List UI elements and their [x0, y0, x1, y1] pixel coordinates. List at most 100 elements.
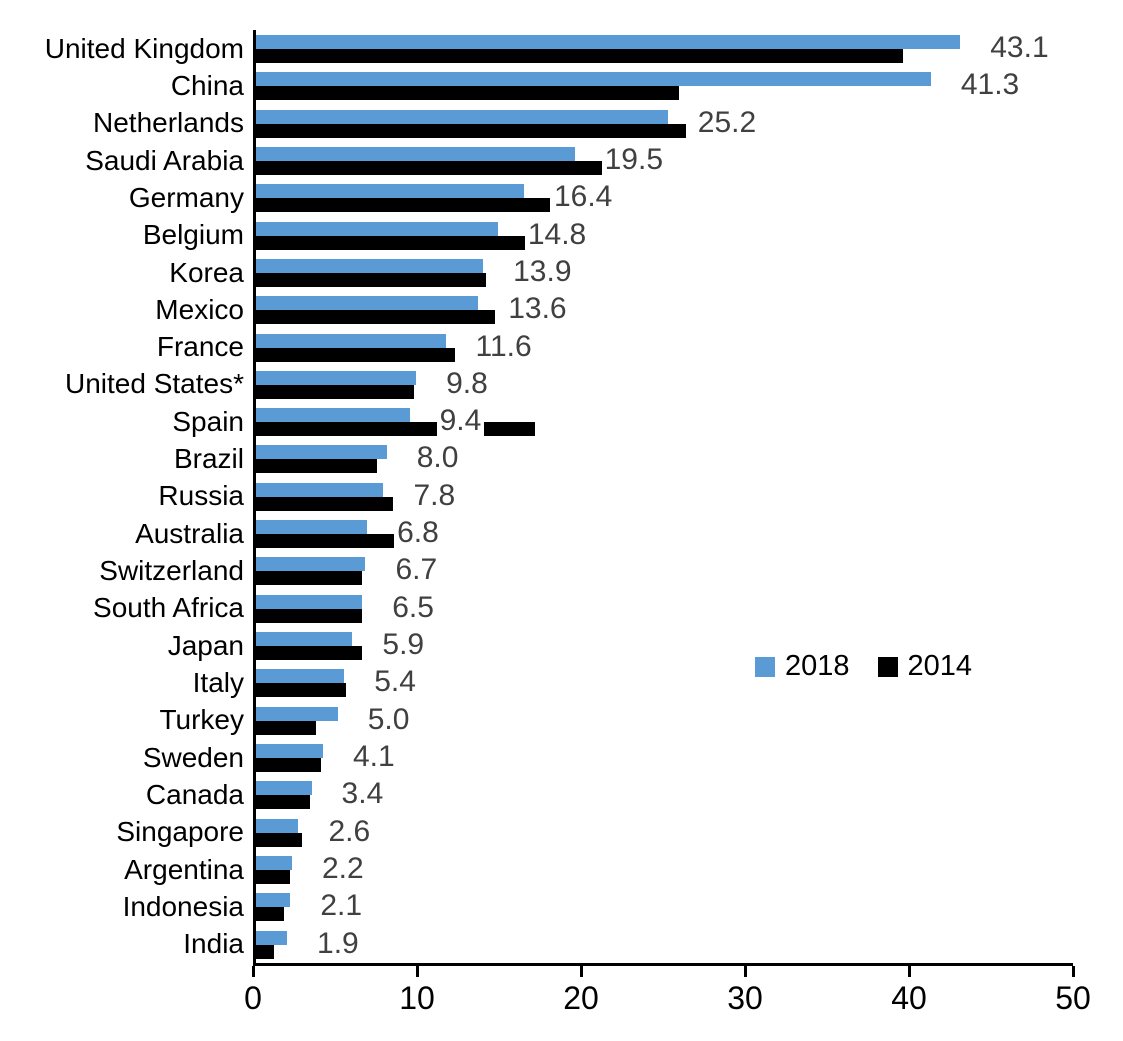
bar-2018: [256, 109, 668, 124]
category-label: Italy: [192, 666, 244, 698]
chart-row: 41.3: [256, 67, 1073, 104]
value-label: 13.6: [505, 293, 570, 326]
bar-2014: [256, 49, 904, 63]
category-label: France: [156, 331, 244, 363]
legend: 2018 2014: [755, 652, 972, 681]
bar-2018: [256, 520, 368, 535]
bar-2014: [256, 160, 606, 175]
x-tick-mark: [579, 966, 583, 977]
value-label: 19.5: [601, 143, 667, 176]
category-label: Singapore: [116, 816, 244, 848]
legend-item-2018: 2018: [755, 652, 850, 681]
chart-row: 13.6: [256, 291, 1073, 328]
chart-row: 14.8: [256, 217, 1073, 254]
chart-row: 16.4: [256, 179, 1073, 216]
category-label: India: [183, 928, 244, 960]
bar-2014: [256, 459, 377, 474]
bar-2018: [256, 482, 384, 497]
category-label: Mexico: [155, 293, 244, 325]
category-label: Japan: [167, 629, 244, 661]
category-label: Germany: [128, 181, 244, 213]
plot-area: 43.1 41.3 25.2 19.5 16.4 14.8 13.9 13.6 11.6 9.8 9…: [253, 30, 1073, 966]
chart-row: 4.1: [256, 739, 1073, 776]
chart-row: 11.6: [256, 329, 1073, 366]
bar-2018: [256, 72, 931, 87]
bar-2018: [256, 557, 366, 572]
bar-2014: [256, 832, 302, 847]
chart-row: 2.1: [256, 888, 1073, 925]
bar-2014: [256, 123, 686, 138]
chart-row: 2.6: [256, 814, 1073, 851]
value-label: 43.1: [987, 32, 1052, 64]
chart-row: 6.8: [256, 515, 1073, 552]
bar-2018: [256, 669, 345, 684]
value-label: 2.1: [317, 890, 366, 923]
value-label: 16.4: [550, 181, 616, 214]
value-label: 9.4: [436, 405, 485, 438]
bar-2014: [256, 534, 415, 549]
bar-2018: [256, 781, 312, 796]
value-label: 5.4: [371, 666, 419, 699]
value-label: 7.8: [410, 479, 459, 512]
bar-2014: [256, 422, 536, 437]
bar-2018: [256, 146, 575, 161]
x-tick-mark: [415, 966, 419, 977]
bar-2014: [256, 608, 363, 623]
bar-2014: [256, 86, 680, 101]
value-label: 2.2: [318, 852, 367, 885]
x-tick-label: 40: [891, 980, 927, 1016]
value-label: 4.1: [349, 740, 398, 773]
category-label: Australia: [135, 517, 244, 549]
bar-2018: [256, 221, 498, 236]
x-tick-mark: [251, 966, 255, 977]
bar-2014: [256, 347, 456, 362]
value-label: 25.2: [694, 106, 760, 139]
bar-2014: [256, 720, 317, 735]
chart-row: 5.0: [256, 702, 1073, 739]
category-label: Russia: [158, 480, 244, 512]
x-tick-mark: [743, 966, 747, 977]
bar-2018: [256, 818, 299, 833]
bar-2014: [256, 907, 284, 922]
value-label: 2.6: [325, 815, 374, 848]
legend-item-2014: 2014: [877, 652, 972, 681]
x-tick-label: 10: [399, 980, 435, 1016]
bar-2018: [256, 35, 961, 49]
bar-2018: [256, 408, 410, 423]
bar-2014: [256, 272, 487, 287]
x-tick-label: 30: [727, 980, 763, 1016]
bar-2018: [256, 333, 446, 348]
bar-2018: [256, 445, 387, 460]
bar-2014: [256, 384, 415, 399]
category-label: South Africa: [93, 592, 244, 624]
chart-row: 9.4: [256, 403, 1073, 440]
bar-2014: [256, 944, 274, 959]
category-label: United States*: [65, 368, 244, 400]
bar-2018: [256, 258, 484, 273]
chart-row: 7.8: [256, 478, 1073, 515]
x-tick-label: 20: [563, 980, 599, 1016]
chart-row: 5.4: [256, 664, 1073, 701]
chart-row: 6.7: [256, 552, 1073, 589]
bar-2014: [256, 795, 310, 810]
x-tick-label: 50: [1055, 980, 1091, 1016]
bar-2018: [256, 370, 417, 385]
bar-2018: [256, 930, 288, 945]
category-label: United Kingdom: [44, 32, 244, 64]
bar-2014: [256, 198, 551, 213]
category-label: Switzerland: [99, 555, 244, 587]
bar-2014: [256, 571, 363, 586]
value-label: 6.5: [389, 591, 437, 624]
chart-row: 43.1: [256, 30, 1073, 67]
category-label: Saudi Arabia: [85, 144, 244, 176]
value-label: 13.9: [510, 255, 575, 288]
value-label: 5.0: [364, 703, 413, 736]
category-label: Korea: [169, 256, 244, 288]
chart-row: 8.0: [256, 440, 1073, 477]
x-tick-label: 0: [244, 980, 262, 1016]
value-label: 5.9: [379, 629, 428, 661]
x-tick-mark: [907, 966, 911, 977]
category-label: China: [170, 69, 244, 101]
chart-row: 19.5: [256, 142, 1073, 179]
